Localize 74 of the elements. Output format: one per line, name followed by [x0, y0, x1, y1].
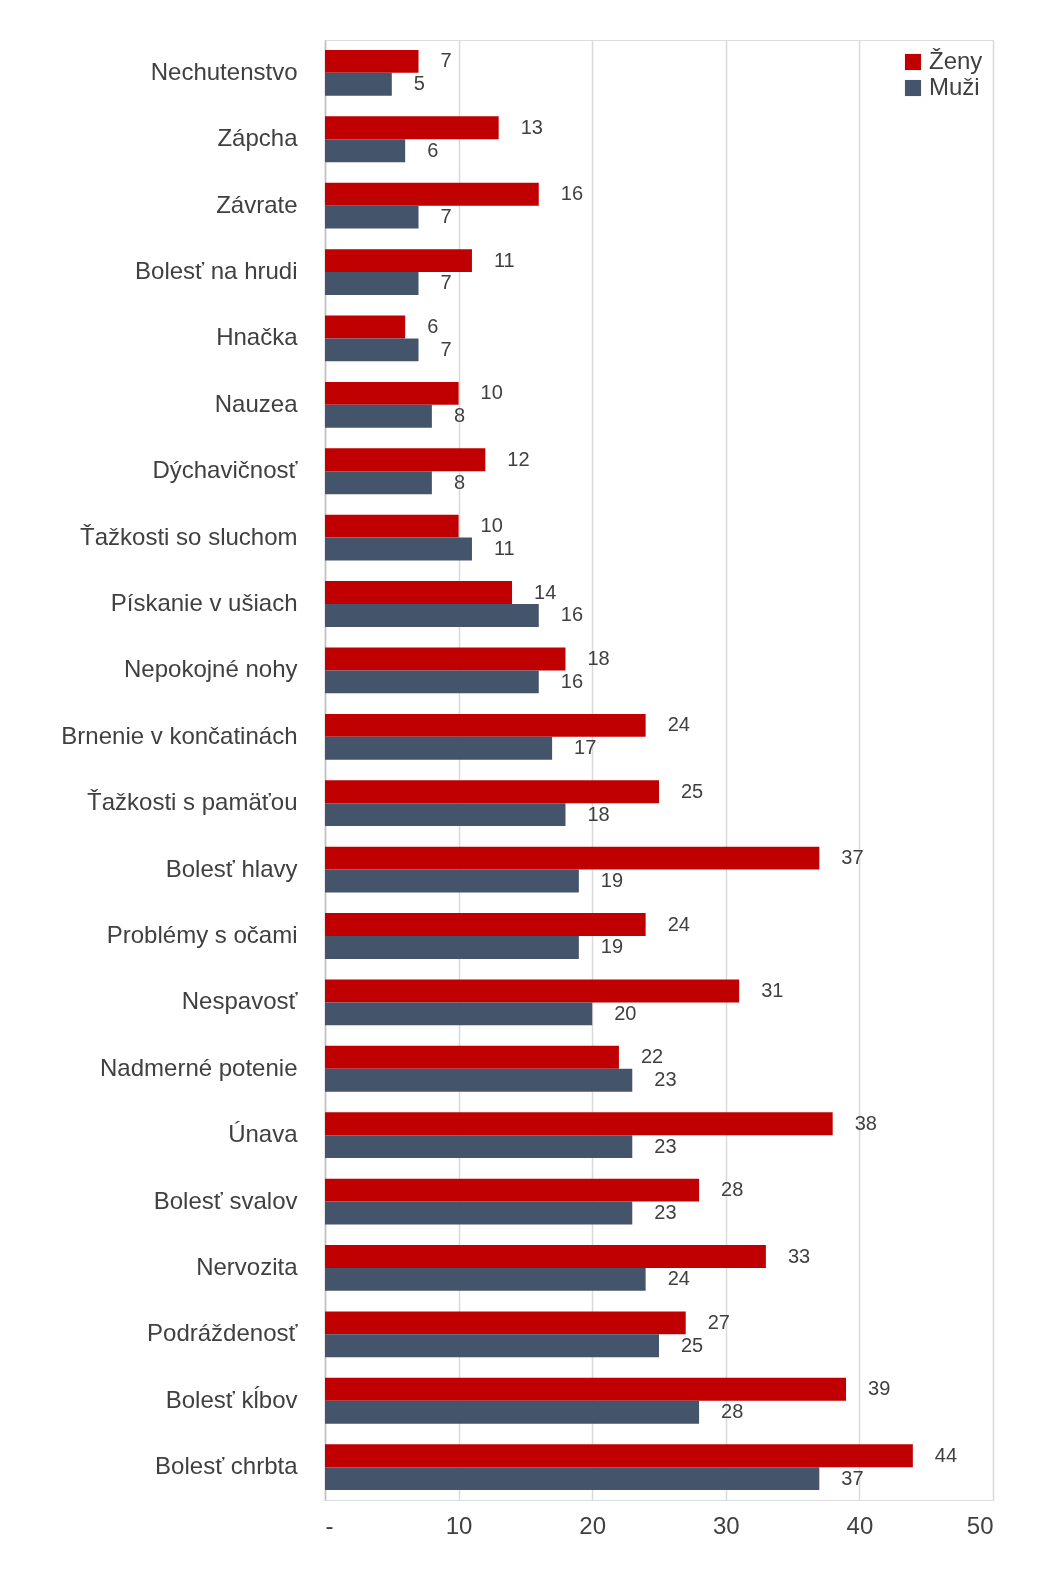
data-label: 44 — [934, 1443, 958, 1466]
data-label: 7 — [440, 49, 452, 72]
data-label: 7 — [440, 337, 452, 360]
y-tick-label: Nauzea — [214, 389, 299, 417]
data-label: 18 — [587, 802, 610, 825]
data-label: 10 — [480, 381, 503, 404]
y-tick-label: Únava — [228, 1120, 299, 1148]
data-label: 38 — [854, 1111, 877, 1134]
data-label: 20 — [614, 1001, 637, 1024]
data-label: 11 — [493, 248, 515, 271]
y-tick-label: Dýchavičnosť — [152, 456, 299, 484]
data-label: 37 — [841, 1466, 864, 1489]
data-label: 28 — [721, 1400, 744, 1423]
y-tick-label: Hnačka — [216, 323, 299, 351]
x-tick-label: 20 — [579, 1511, 607, 1539]
y-tick-label: Pískanie v ušiach — [110, 589, 298, 617]
y-tick-label: Nervozita — [196, 1252, 299, 1280]
y-tick-label: Brnenie v končatinách — [61, 721, 298, 749]
y-tick-label: Závrate — [216, 190, 298, 218]
data-label: 23 — [654, 1201, 677, 1224]
x-tick-label: 30 — [712, 1511, 740, 1539]
data-label: 24 — [667, 912, 690, 935]
y-tick-label: Bolesť chrbta — [155, 1452, 299, 1480]
data-label: 25 — [681, 779, 704, 802]
y-tick-label: Bolesť hlavy — [165, 854, 298, 882]
data-label: 7 — [440, 271, 452, 294]
y-tick-label: Nespavosť — [181, 987, 299, 1015]
x-tick-label: 10 — [445, 1511, 473, 1539]
data-label: 19 — [600, 869, 624, 892]
data-label: 23 — [654, 1068, 677, 1091]
data-label: 16 — [560, 669, 584, 692]
data-label: 16 — [560, 182, 584, 205]
data-label: 27 — [707, 1310, 730, 1333]
data-label: 8 — [453, 404, 466, 427]
data-label: 17 — [574, 736, 597, 759]
y-tick-label: Ťažkosti so sluchom — [80, 522, 298, 550]
x-tick-label: 40 — [846, 1511, 874, 1539]
data-label: 25 — [681, 1333, 704, 1356]
data-label: 13 — [520, 115, 543, 138]
y-tick-label: Podráždenosť — [147, 1319, 299, 1347]
data-label: 16 — [560, 603, 584, 626]
y-tick-label: Ťažkosti s pamäťou — [87, 788, 298, 816]
data-label: 7 — [440, 205, 452, 228]
y-tick-label: Nechutenstvo — [150, 57, 298, 85]
data-label: 19 — [600, 935, 624, 958]
data-label: 8 — [453, 470, 466, 493]
data-label: 24 — [667, 713, 690, 736]
data-label: 28 — [721, 1178, 744, 1201]
data-label: 10 — [480, 514, 503, 537]
data-label: 6 — [427, 138, 439, 161]
y-tick-label: Zápcha — [217, 124, 299, 152]
data-label: 37 — [841, 846, 864, 869]
data-label: 23 — [654, 1134, 677, 1157]
data-label: 24 — [667, 1267, 690, 1290]
y-tick-label: Bolesť svalov — [153, 1186, 298, 1214]
y-tick-label: Nepokojné nohy — [124, 655, 298, 683]
data-label: 11 — [493, 537, 515, 560]
data-label: 33 — [787, 1244, 811, 1267]
x-tick-label: 50 — [966, 1511, 994, 1539]
data-label: 6 — [427, 314, 439, 337]
data-label: 39 — [868, 1377, 891, 1400]
data-label: 22 — [640, 1045, 664, 1068]
data-label: 5 — [413, 72, 425, 95]
data-label: 18 — [587, 646, 610, 669]
data-label: 12 — [507, 447, 530, 470]
data-label: 14 — [534, 580, 557, 603]
y-tick-label: Bolesť kĺbov — [165, 1385, 298, 1413]
y-tick-label: Nadmerné potenie — [100, 1053, 298, 1081]
legend-label: Ženy — [929, 47, 983, 74]
y-tick-label: Problémy s očami — [106, 920, 298, 948]
data-label: 31 — [761, 978, 784, 1001]
y-tick-label: Bolesť na hrudi — [135, 257, 298, 285]
legend-label: Muži — [929, 73, 980, 100]
x-tick-label: - — [325, 1511, 334, 1539]
